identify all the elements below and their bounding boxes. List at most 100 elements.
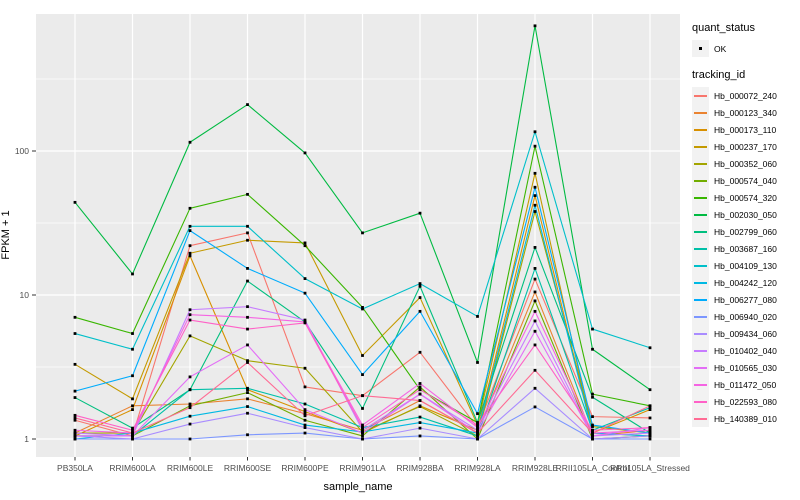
data-point <box>533 290 537 294</box>
data-point <box>361 231 364 235</box>
legend-item-Hb_000574_040: Hb_000574_040 <box>692 172 800 189</box>
legend-key <box>692 138 709 155</box>
data-point <box>591 431 594 435</box>
x-tick-label: RRIM600LE <box>167 463 214 473</box>
data-point <box>476 426 479 429</box>
data-point <box>418 421 422 424</box>
data-point <box>418 309 422 313</box>
data-point <box>418 282 422 285</box>
data-point <box>591 415 594 419</box>
series-color-swatch-icon <box>694 145 707 148</box>
data-point <box>476 361 479 364</box>
data-point <box>476 434 479 438</box>
data-point <box>533 24 537 28</box>
legend-item-label: Hb_010402_040 <box>714 345 777 356</box>
legend-item-label: Hb_022593_080 <box>714 396 777 407</box>
data-point <box>188 229 192 233</box>
legend-item-label: Hb_010565_030 <box>714 362 777 373</box>
x-tick-label: RRIM901LA <box>339 463 386 473</box>
legend-item-label: Hb_000574_040 <box>714 175 777 186</box>
legend-key <box>692 274 709 291</box>
data-point <box>476 428 479 432</box>
data-point <box>303 241 307 245</box>
legend-key <box>692 291 709 308</box>
data-point <box>533 144 537 148</box>
legend-key <box>692 223 709 240</box>
legend-key <box>692 87 709 104</box>
data-point <box>131 404 134 408</box>
series-color-swatch-icon <box>694 366 707 369</box>
series-color-swatch-icon <box>694 383 707 386</box>
data-point <box>361 407 364 410</box>
data-point <box>246 103 249 107</box>
data-point <box>303 366 307 370</box>
x-tick-label: RRII105LA_Control <box>556 463 630 473</box>
data-point <box>73 431 77 435</box>
data-point <box>246 433 249 437</box>
legend-item-label: Hb_009434_060 <box>714 328 777 339</box>
data-point <box>591 392 594 396</box>
x-axis-title: sample_name <box>323 481 393 493</box>
series-color-swatch-icon <box>694 128 707 131</box>
legend-item-label: Hb_002799_060 <box>714 226 777 237</box>
legend-key <box>692 104 709 121</box>
legend-key <box>692 189 709 206</box>
data-point <box>246 238 249 242</box>
data-point <box>476 431 479 435</box>
data-point <box>648 346 652 350</box>
data-point <box>533 309 537 313</box>
series-color-swatch-icon <box>694 417 707 420</box>
data-point <box>303 385 307 389</box>
data-point <box>246 343 249 347</box>
data-point <box>188 224 192 228</box>
data-point <box>476 437 479 441</box>
data-point <box>131 374 134 378</box>
data-point <box>648 406 652 410</box>
legend-item-Hb_006277_080: Hb_006277_080 <box>692 291 800 308</box>
data-point <box>73 416 77 420</box>
data-point <box>303 291 307 295</box>
data-point <box>246 386 249 390</box>
series-color-swatch-icon <box>694 94 707 97</box>
data-point <box>361 431 364 435</box>
data-point <box>246 327 249 331</box>
data-point <box>591 347 594 351</box>
legend-key <box>692 376 709 393</box>
legend-key <box>692 240 709 257</box>
data-point <box>648 431 652 435</box>
data-point <box>533 185 537 189</box>
data-point <box>591 395 594 399</box>
data-point <box>303 412 307 416</box>
data-point <box>188 254 192 258</box>
series-color-swatch-icon <box>694 230 707 233</box>
data-point <box>303 318 307 322</box>
legend-item-label: Hb_004109_130 <box>714 260 777 271</box>
data-point <box>188 206 192 210</box>
data-point <box>303 414 307 418</box>
y-tick-label: 1 <box>24 434 29 444</box>
data-point <box>188 404 192 408</box>
data-point <box>361 307 364 311</box>
legend-key <box>692 393 709 410</box>
data-point <box>131 434 134 438</box>
legend-item-Hb_002030_050: Hb_002030_050 <box>692 206 800 223</box>
legend-item-Hb_010402_040: Hb_010402_040 <box>692 342 800 359</box>
data-point <box>303 431 307 435</box>
data-point <box>648 426 652 429</box>
data-point <box>73 315 77 319</box>
series-color-swatch-icon <box>694 332 707 335</box>
data-point <box>188 388 192 392</box>
data-point <box>418 211 422 215</box>
series-color-swatch-icon <box>694 264 707 267</box>
data-point <box>418 426 422 430</box>
data-point <box>648 416 652 420</box>
data-point <box>418 405 422 408</box>
legend-item-label: Hb_000072_240 <box>714 90 777 101</box>
legend-key <box>692 172 709 189</box>
data-point <box>131 408 134 412</box>
data-point <box>303 151 307 155</box>
data-point <box>533 194 537 198</box>
x-tick-label: RRIM600LA <box>109 463 156 473</box>
series-color-swatch-icon <box>694 247 707 250</box>
